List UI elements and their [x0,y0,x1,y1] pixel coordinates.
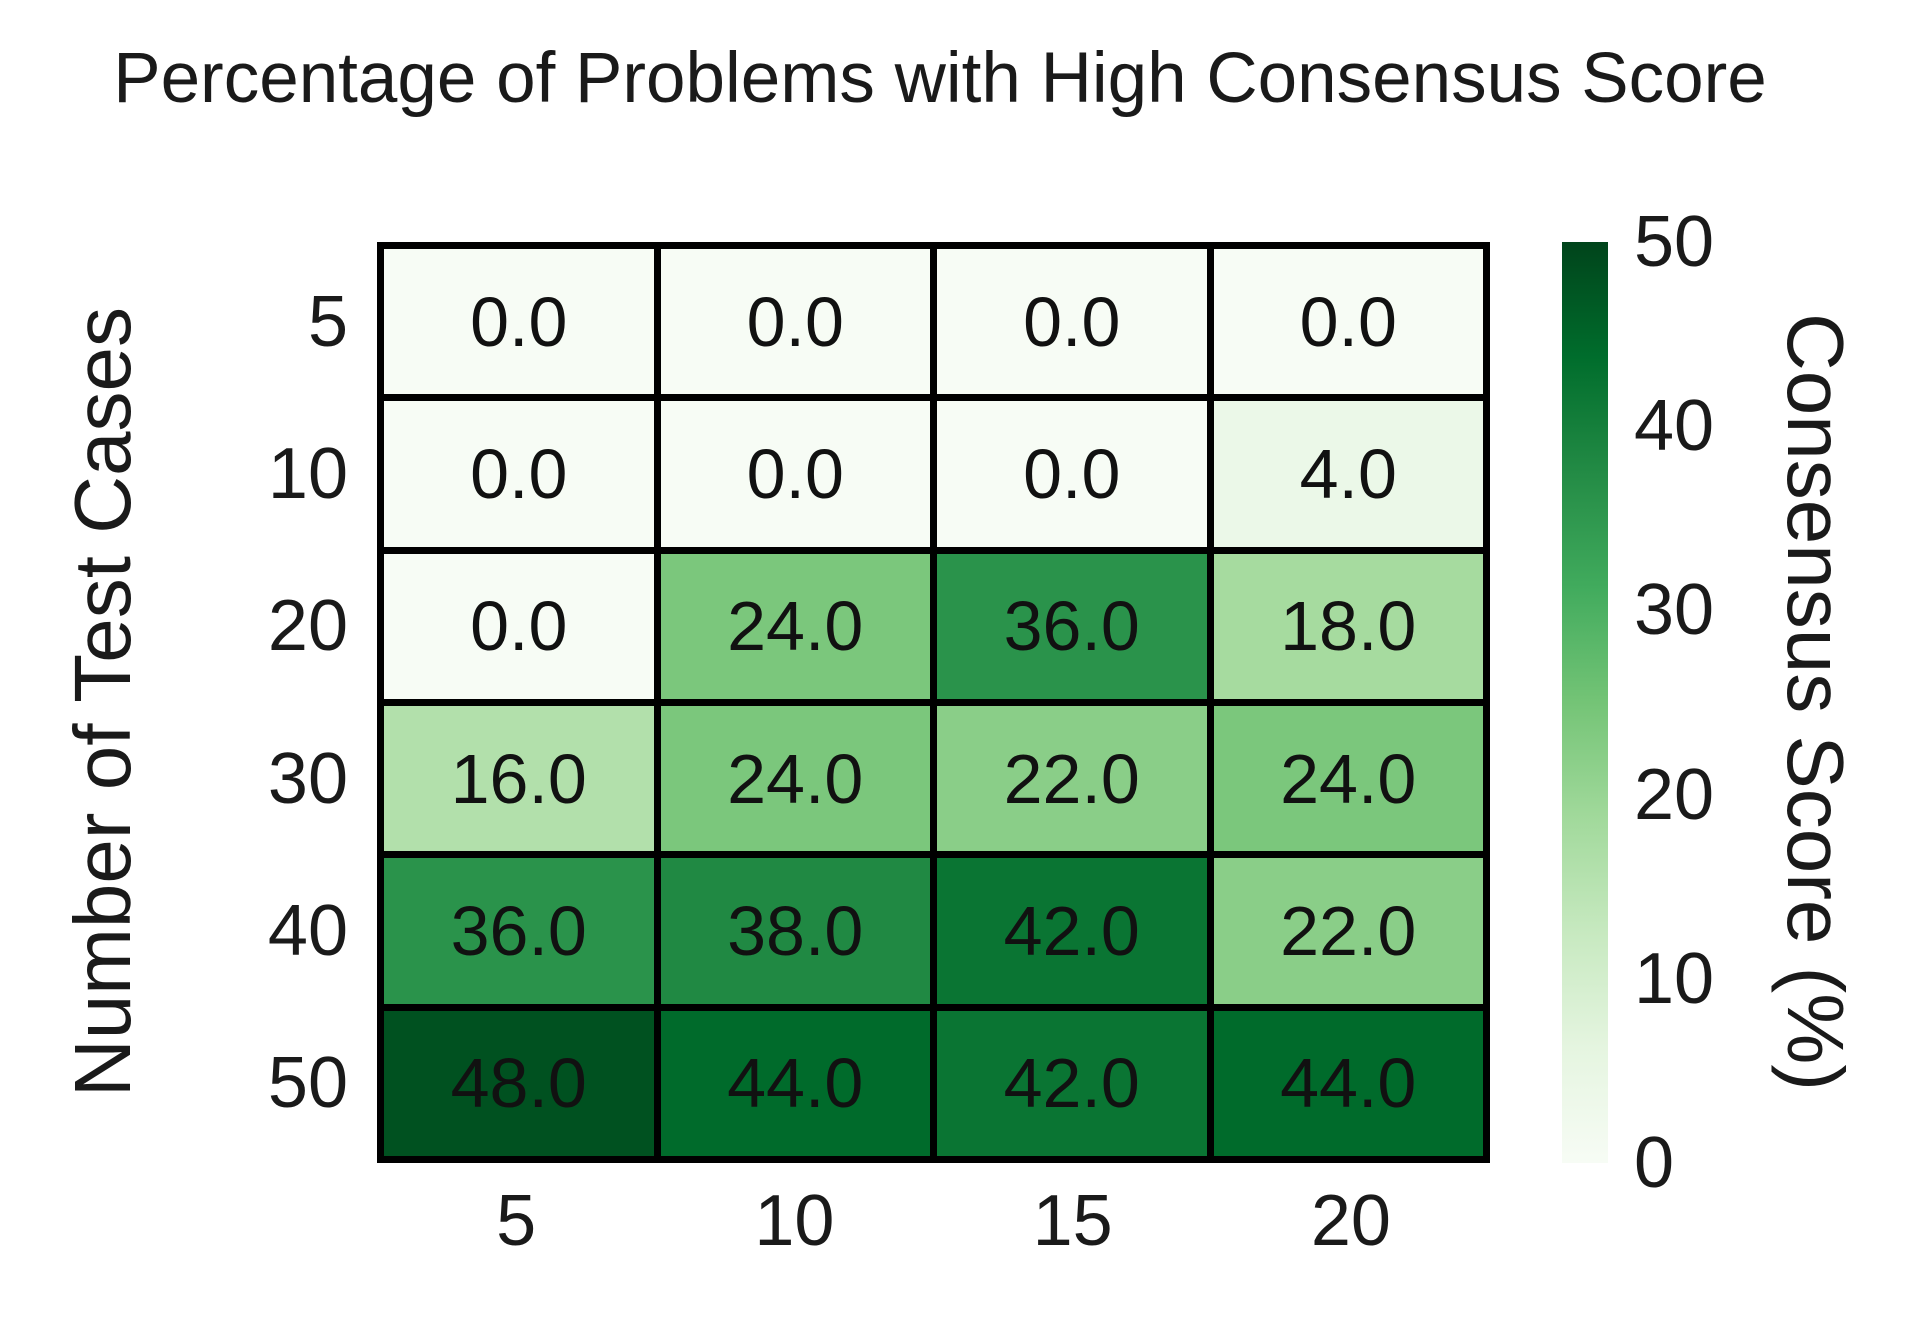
colorbar-tick-label: 0 [1634,1123,1675,1203]
cell-annotation: 44.0 [727,1044,864,1123]
cell-annotation: 24.0 [727,739,864,818]
cell-annotation: 0.0 [1299,282,1397,361]
colorbar-ticks: 0 10 20 30 40 50 [1634,206,1754,1199]
heatmap-cell-r0-c1: 0.0 [660,249,930,395]
cell-annotation: 42.0 [1003,1044,1140,1123]
heatmap-cell-r1-c1: 0.0 [660,401,930,547]
cell-annotation: 36.0 [450,891,587,970]
heatmap-cell-r2-c3: 18.0 [1213,553,1483,699]
heatmap-cell-r2-c2: 36.0 [937,553,1207,699]
heatmap-cell-r3-c3: 24.0 [1213,705,1483,852]
x-axis-ticks: 5 10 15 20 [377,1180,1490,1262]
heatmap-cell-r2-c1: 24.0 [660,553,930,699]
heatmap-cell-r4-c1: 38.0 [660,858,930,1004]
cell-annotation: 0.0 [470,434,568,513]
y-tick-label: 20 [267,586,348,667]
colorbar-gradient [1562,242,1608,1163]
y-tick-label: 30 [267,738,348,819]
x-tick-label: 5 [496,1181,537,1261]
x-tick-label: 10 [754,1181,835,1261]
cell-annotation: 22.0 [1280,891,1417,970]
heatmap-cell-r4-c0: 36.0 [384,858,654,1004]
colorbar-tick-label: 50 [1634,202,1715,282]
cell-annotation: 36.0 [1003,587,1140,666]
heatmap-cell-r4-c2: 42.0 [937,858,1207,1004]
cell-annotation: 4.0 [1299,434,1397,513]
colorbar-tick-label: 40 [1634,386,1715,467]
heatmap-cell-r1-c2: 0.0 [937,401,1207,547]
heatmap-cell-r3-c2: 22.0 [937,705,1207,852]
cell-annotation: 42.0 [1003,891,1140,970]
heatmap-cell-r0-c0: 0.0 [384,249,654,395]
cell-annotation: 0.0 [746,434,844,513]
heatmap-cell-r5-c2: 42.0 [937,1010,1207,1156]
cell-annotation: 0.0 [1023,434,1121,513]
cell-annotation: 0.0 [470,282,568,361]
cell-annotation: 16.0 [450,739,587,818]
colorbar-tick-label: 10 [1634,938,1715,1019]
cell-annotation: 48.0 [450,1044,587,1123]
cell-annotation: 24.0 [1280,739,1417,818]
heatmap-cell-r5-c1: 44.0 [660,1010,930,1156]
y-tick-label: 10 [267,433,348,514]
chart-title: Percentage of Problems with High Consens… [113,39,1767,118]
y-axis-ticks: 5 10 20 30 40 50 [150,242,348,1163]
y-axis-label: Number of Test Cases [58,307,147,1097]
cell-annotation: 0.0 [470,587,568,666]
heatmap-cell-r1-c0: 0.0 [384,401,654,547]
cell-annotation: 38.0 [727,891,864,970]
cell-annotation: 24.0 [727,587,864,666]
heatmap-cell-r0-c2: 0.0 [937,249,1207,395]
y-tick-label: 50 [267,1043,348,1124]
heatmap-grid: 0.0 0.0 0.0 0.0 0.0 0.0 0.0 4.0 0.0 24.0 36.0 18.0 1… [377,242,1490,1163]
heatmap-cell-r5-c3: 44.0 [1213,1010,1483,1156]
cell-annotation: 18.0 [1280,587,1417,666]
heatmap-cell-r3-c0: 16.0 [384,705,654,852]
colorbar-tick-label: 20 [1634,754,1715,835]
heatmap-cell-r1-c3: 4.0 [1213,401,1483,547]
heatmap-cell-r5-c0: 48.0 [384,1010,654,1156]
y-tick-label: 40 [267,890,348,971]
x-tick-label: 20 [1310,1181,1391,1261]
heatmap-cell-r3-c1: 24.0 [660,705,930,852]
colorbar-tick-label: 30 [1634,570,1715,651]
cell-annotation: 0.0 [1023,282,1121,361]
heatmap-cell-r0-c3: 0.0 [1213,249,1483,395]
cell-annotation: 22.0 [1003,739,1140,818]
x-tick-label: 15 [1032,1181,1113,1261]
cell-annotation: 44.0 [1280,1044,1417,1123]
colorbar-label: Consensus Score (%) [1771,312,1860,1092]
y-tick-label: 5 [307,281,348,362]
heatmap-cell-r2-c0: 0.0 [384,553,654,699]
heatmap-cell-r4-c3: 22.0 [1213,858,1483,1004]
cell-annotation: 0.0 [746,282,844,361]
